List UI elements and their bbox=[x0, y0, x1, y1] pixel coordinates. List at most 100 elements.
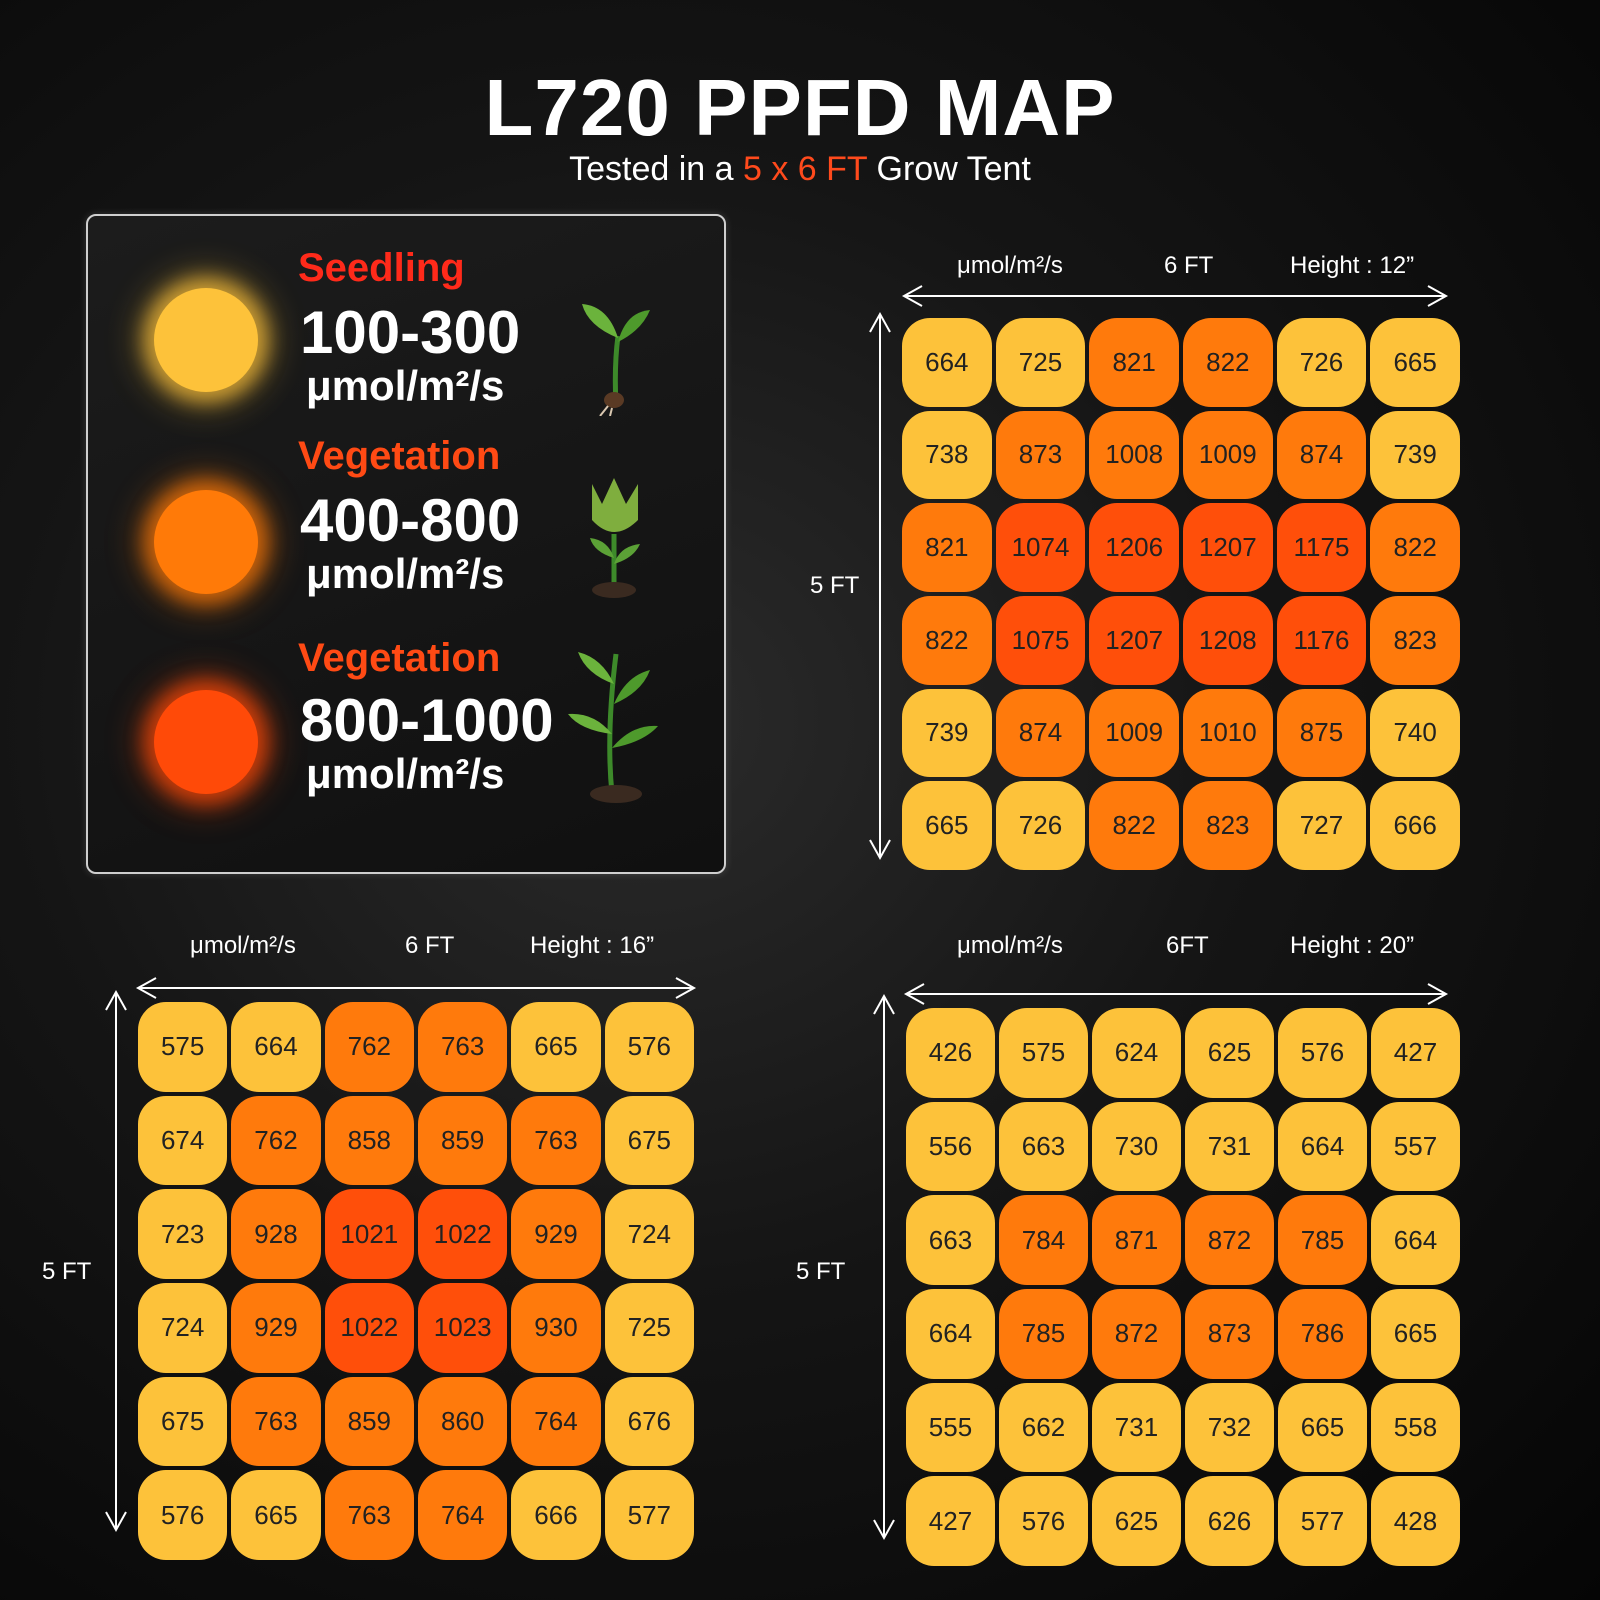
ppfd-cell: 731 bbox=[1092, 1382, 1181, 1473]
ppfd-cell: 576 bbox=[138, 1470, 228, 1560]
ppfd-cell: 1206 bbox=[1089, 503, 1179, 592]
ppfd-cell: 785 bbox=[1278, 1195, 1367, 1285]
legend-range: 400-800 bbox=[300, 487, 521, 554]
ppfd-cell: 1208 bbox=[1182, 595, 1273, 685]
ppfd-cell: 726 bbox=[995, 781, 1086, 870]
ppfd-cell: 726 bbox=[1276, 318, 1367, 407]
ppfd-cell: 665 bbox=[1370, 318, 1460, 407]
ppfd-cell: 725 bbox=[995, 318, 1086, 407]
grid-unit-label: μmol/m²/s bbox=[957, 932, 1063, 959]
ppfd-cell: 664 bbox=[902, 318, 992, 407]
ppfd-cell: 576 bbox=[604, 1002, 694, 1092]
grid-width-label: 6 FT bbox=[1164, 252, 1214, 279]
ppfd-cell: 625 bbox=[1185, 1008, 1274, 1098]
ppfd-grid-16in: μmol/m²/s 6 FT Height : 16” 5 FT 575 664 7… bbox=[40, 930, 700, 1590]
ppfd-cell: 1207 bbox=[1089, 595, 1179, 685]
ppfd-cell: 822 bbox=[1089, 781, 1179, 870]
ppfd-cell: 874 bbox=[995, 688, 1086, 778]
subtitle-post: Grow Tent bbox=[867, 150, 1031, 188]
grid-height-label: Height : 12” bbox=[1290, 252, 1415, 279]
grid-side-label: 5 FT bbox=[42, 1258, 92, 1285]
ppfd-cell: 784 bbox=[999, 1195, 1088, 1285]
ppfd-cell: 665 bbox=[1371, 1288, 1460, 1379]
legend-stage: Vegetation bbox=[298, 636, 501, 680]
legend-dot bbox=[154, 288, 258, 392]
grid-height-label: Height : 20” bbox=[1290, 932, 1415, 959]
page-title: L720 PPFD MAP bbox=[484, 63, 1116, 152]
ppfd-cell: 576 bbox=[999, 1476, 1088, 1566]
grid-width-label: 6 FT bbox=[405, 932, 455, 959]
ppfd-cell: 1074 bbox=[995, 503, 1086, 592]
ppfd-cell: 575 bbox=[138, 1002, 228, 1092]
ppfd-cell: 785 bbox=[999, 1288, 1088, 1379]
ppfd-cell: 426 bbox=[906, 1008, 995, 1098]
ppfd-cell: 576 bbox=[1278, 1008, 1367, 1098]
ppfd-cell: 575 bbox=[999, 1008, 1088, 1098]
ppfd-cell: 859 bbox=[324, 1376, 414, 1467]
ppfd-cell: 624 bbox=[1092, 1008, 1181, 1098]
ppfd-cell: 873 bbox=[995, 410, 1086, 500]
ppfd-cell: 764 bbox=[418, 1470, 508, 1560]
ppfd-cell: 762 bbox=[231, 1095, 321, 1186]
ppfd-cell: 860 bbox=[418, 1376, 508, 1467]
legend-panel: Seedling 100-300 μmol/m²/s Vegetation 40… bbox=[86, 214, 726, 874]
grid-side-label: 5 FT bbox=[796, 1258, 846, 1285]
ppfd-cell: 823 bbox=[1370, 595, 1460, 685]
ppfd-cell: 875 bbox=[1276, 688, 1367, 778]
grid-unit-label: μmol/m²/s bbox=[957, 252, 1063, 279]
ppfd-cell: 763 bbox=[231, 1376, 321, 1467]
ppfd-cell: 762 bbox=[324, 1002, 414, 1092]
legend-item-vegetation-2: Vegetation 800-1000 μmol/m²/s bbox=[88, 636, 728, 836]
ppfd-cell: 740 bbox=[1370, 688, 1460, 778]
ppfd-cell: 872 bbox=[1092, 1288, 1181, 1379]
ppfd-cell: 1008 bbox=[1089, 410, 1179, 500]
legend-dot bbox=[154, 490, 258, 594]
ppfd-grid-12in: μmol/m²/s 6 FT Height : 12” 5 FT 664 725 8… bbox=[810, 248, 1470, 908]
ppfd-cell: 427 bbox=[1371, 1008, 1460, 1098]
grid-cells: 575 664 762 763 665 576 674 762 858 859 763 675 723 9… bbox=[138, 1002, 694, 1560]
ppfd-cell: 763 bbox=[418, 1002, 508, 1092]
page-subtitle: Tested in a 5 x 6 FT Grow Tent bbox=[0, 150, 1600, 189]
ppfd-cell: 1021 bbox=[324, 1189, 414, 1279]
ppfd-cell: 674 bbox=[138, 1095, 228, 1186]
ppfd-cell: 764 bbox=[511, 1376, 601, 1467]
ppfd-cell: 664 bbox=[1278, 1101, 1367, 1192]
legend-stage: Vegetation bbox=[298, 434, 501, 478]
grid-arrows bbox=[873, 983, 1449, 1541]
ppfd-cell: 763 bbox=[511, 1095, 601, 1186]
ppfd-cell: 666 bbox=[511, 1470, 601, 1560]
ppfd-cell: 666 bbox=[1370, 781, 1460, 870]
ppfd-cell: 558 bbox=[1371, 1382, 1460, 1473]
ppfd-cell: 1023 bbox=[418, 1282, 508, 1373]
ppfd-cell: 786 bbox=[1278, 1288, 1367, 1379]
grid-height-label: Height : 16” bbox=[530, 932, 655, 959]
ppfd-cell: 871 bbox=[1092, 1195, 1181, 1285]
ppfd-cell: 823 bbox=[1182, 781, 1273, 870]
ppfd-cell: 731 bbox=[1185, 1101, 1274, 1192]
ppfd-cell: 763 bbox=[324, 1470, 414, 1560]
ppfd-cell: 663 bbox=[999, 1101, 1088, 1192]
ppfd-cell: 929 bbox=[511, 1189, 601, 1279]
ppfd-cell: 427 bbox=[906, 1476, 995, 1566]
ppfd-cell: 1175 bbox=[1276, 503, 1367, 592]
subtitle-highlight: 5 x 6 FT bbox=[743, 150, 868, 188]
ppfd-cell: 739 bbox=[1370, 410, 1460, 500]
ppfd-cell: 675 bbox=[138, 1376, 228, 1467]
ppfd-cell: 663 bbox=[906, 1195, 995, 1285]
ppfd-cell: 675 bbox=[604, 1095, 694, 1186]
grid-width-label: 6FT bbox=[1166, 932, 1209, 959]
ppfd-cell: 556 bbox=[906, 1101, 995, 1192]
grid-cells: 664 725 821 822 726 665 738 873 1008 1009 874 739 82… bbox=[902, 318, 1460, 870]
legend-unit: μmol/m²/s bbox=[306, 362, 505, 409]
ppfd-cell: 738 bbox=[902, 410, 992, 500]
ppfd-cell: 727 bbox=[1276, 781, 1367, 870]
plant-icon bbox=[568, 652, 658, 803]
ppfd-cell: 557 bbox=[1371, 1101, 1460, 1192]
ppfd-cell: 822 bbox=[1182, 318, 1273, 407]
legend-unit: μmol/m²/s bbox=[306, 750, 505, 797]
grid-cells: 426 575 624 625 576 427 556 663 730 731 664 557 663 7… bbox=[906, 1008, 1460, 1566]
legend-unit: μmol/m²/s bbox=[306, 550, 505, 597]
ppfd-cell: 1009 bbox=[1182, 410, 1273, 500]
legend-range: 100-300 bbox=[300, 299, 521, 366]
ppfd-cell: 577 bbox=[604, 1470, 694, 1560]
